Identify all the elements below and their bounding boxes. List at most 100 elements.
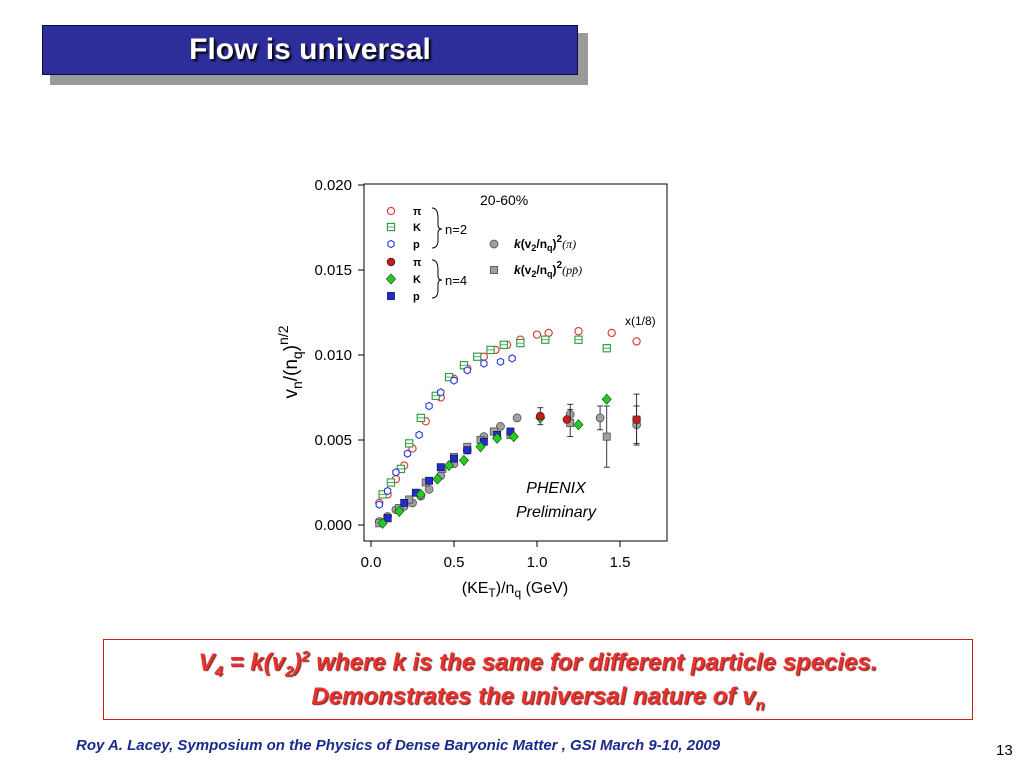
data-point — [405, 439, 414, 448]
legend-marker — [386, 222, 396, 232]
data-point — [508, 354, 516, 363]
data-point — [383, 514, 392, 523]
data-point — [400, 498, 409, 507]
data-point — [375, 500, 383, 509]
legend-marker — [387, 292, 395, 300]
marker-shape — [607, 328, 616, 338]
data-point — [424, 484, 434, 494]
data-point — [450, 454, 458, 463]
data-point — [492, 432, 503, 444]
legend-brace-n4 — [431, 259, 443, 299]
marker-shape — [475, 441, 486, 453]
marker-shape — [377, 517, 388, 529]
data-point — [486, 345, 495, 355]
plot-frame — [363, 183, 668, 542]
data-point — [458, 454, 469, 466]
marker-shape — [425, 401, 433, 411]
conclusion-line-1: V4 = k(v2)2 where k is the same for diff… — [104, 648, 972, 680]
legend-species-label: p — [413, 291, 420, 303]
marker-shape — [394, 505, 405, 517]
series-2 — [375, 354, 516, 509]
data-point — [508, 431, 519, 443]
data-point — [480, 359, 488, 368]
marker-shape — [403, 449, 412, 458]
marker-shape — [415, 430, 423, 440]
marker-shape — [444, 459, 455, 472]
data-point — [392, 468, 400, 477]
data-point — [463, 366, 471, 375]
data-point — [473, 352, 482, 361]
data-point — [383, 486, 392, 496]
data-point — [450, 376, 458, 385]
legend-marker — [386, 257, 396, 267]
marker-shape — [574, 327, 583, 336]
data-point — [394, 505, 405, 517]
data-point — [536, 412, 545, 421]
marker-shape — [508, 431, 519, 443]
marker-shape — [385, 273, 397, 285]
data-point — [512, 413, 522, 423]
y-tick-label: 0.015 — [314, 262, 352, 279]
legend-species-label: K — [413, 222, 421, 234]
marker-shape — [437, 388, 445, 397]
footer-citation: Roy A. Lacey, Symposium on the Physics o… — [76, 737, 721, 754]
data-point — [432, 473, 443, 485]
legend-marker — [489, 239, 499, 249]
y-axis-label: vn/(nq)n/2 — [275, 325, 305, 398]
data-point — [573, 419, 584, 431]
note-text: where k is the same for different partic… — [309, 649, 878, 676]
marker-shape — [432, 473, 443, 485]
legend-species-label: π — [413, 206, 422, 218]
data-point — [632, 337, 641, 346]
marker-shape — [458, 454, 469, 466]
legend-n4-label: n=4 — [445, 273, 467, 288]
y-tick-label: 0.010 — [314, 347, 352, 364]
marker-shape — [424, 484, 434, 494]
data-point — [541, 335, 550, 344]
series-1 — [378, 335, 611, 499]
x-tick-label: 0.0 — [361, 554, 382, 571]
data-point — [416, 413, 425, 423]
legend-species-label: K — [413, 274, 421, 286]
flow-chart: 0.0 0.5 1.0 1.5 0.000 0.005 0.010 0.015 0.020 (KE… — [275, 177, 668, 600]
data-point — [516, 338, 525, 348]
marker-shape — [375, 500, 383, 509]
data-point — [562, 415, 572, 424]
data-point — [532, 330, 542, 339]
marker-shape — [562, 415, 572, 424]
legend-brace-n2 — [431, 207, 443, 249]
note-line2-sub: n — [755, 696, 765, 714]
marker-shape — [386, 206, 396, 216]
legend-species-label: p — [413, 239, 420, 251]
data-point — [436, 463, 445, 472]
y-tick-label: 0.000 — [314, 517, 352, 534]
title-banner: Flow is universal — [42, 25, 578, 75]
data-point — [595, 413, 605, 423]
data-point — [403, 449, 412, 458]
data-point — [544, 328, 553, 338]
marker-shape — [496, 357, 505, 367]
marker-shape — [490, 266, 498, 274]
data-point — [444, 459, 455, 472]
x-tick-label: 1.5 — [610, 554, 631, 571]
marker-shape — [463, 446, 472, 455]
data-point — [386, 478, 396, 487]
marker-shape — [425, 476, 433, 485]
data-point — [377, 517, 388, 529]
marker-shape — [632, 415, 641, 424]
data-point — [496, 422, 505, 431]
marker-shape — [387, 239, 395, 249]
data-point — [475, 441, 486, 453]
data-point — [425, 476, 433, 485]
data-point — [437, 388, 445, 397]
data-point — [574, 335, 583, 344]
conclusion-box: V4 = k(v2)2 where k is the same for diff… — [103, 639, 973, 720]
marker-shape — [512, 413, 522, 423]
marker-shape — [602, 432, 611, 441]
marker-shape — [601, 393, 612, 405]
page-number: 13 — [996, 742, 1013, 759]
data-point — [602, 344, 611, 353]
marker-shape — [573, 419, 584, 431]
data-point — [607, 328, 616, 338]
